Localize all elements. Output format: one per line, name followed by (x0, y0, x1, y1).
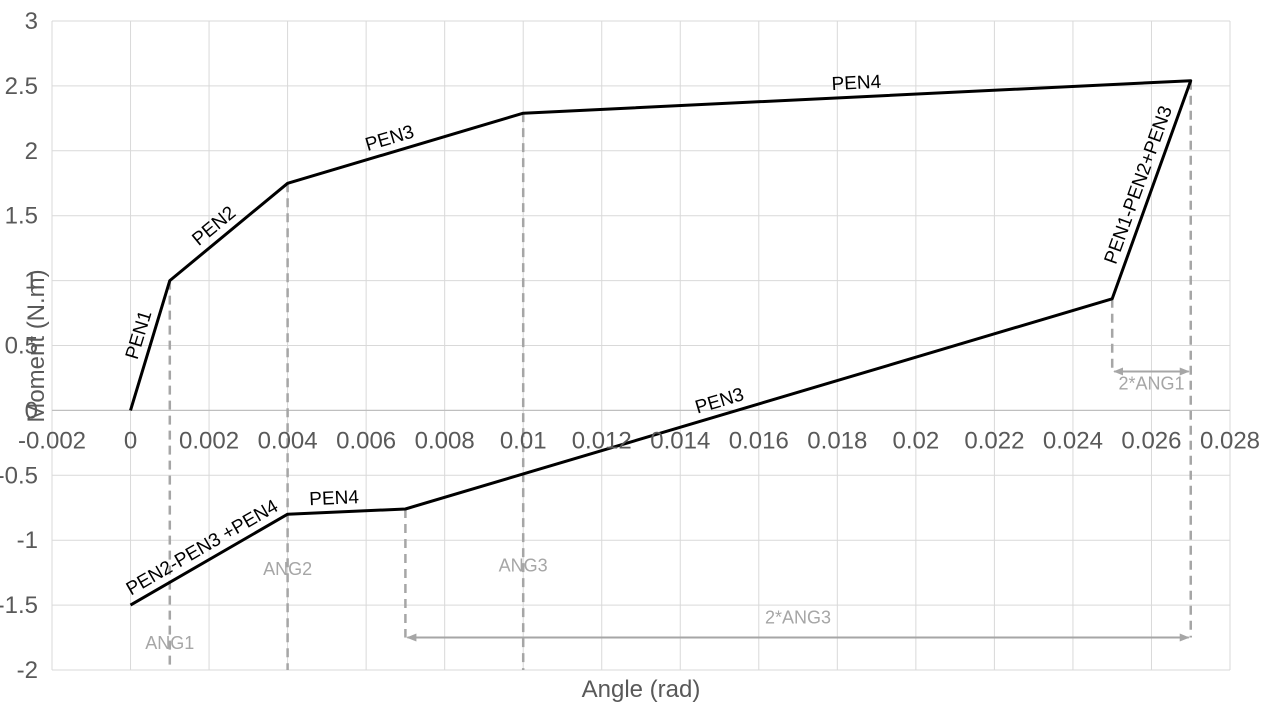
x-tick-label: 0.01 (500, 427, 547, 454)
y-tick-label: 3 (25, 8, 38, 35)
tick-labels: -0.002 0 0.002 0.004 0.006 0.008 0.01 0.012 0.01… (0, 8, 1260, 684)
x-tick-label: 0.02 (893, 427, 940, 454)
y-axis-title: Moment (N.m) (23, 269, 50, 422)
x-tick-label: 0.028 (1200, 427, 1260, 454)
y-tick-label: 0.5 (5, 333, 38, 360)
y-tick-label: -1.5 (0, 592, 38, 619)
annotation-label: 2*ANG1 (1118, 374, 1184, 394)
x-tick-label: 0.008 (415, 427, 475, 454)
x-tick-label: 0.018 (807, 427, 867, 454)
series-line (129, 79, 1193, 607)
y-tick-label: 2.5 (5, 73, 38, 100)
annotation-label: ANG1 (145, 633, 194, 653)
x-tick-label: 0 (124, 427, 137, 454)
segment-label: PEN1-PEN2+PEN3 (1101, 103, 1177, 267)
x-tick-label: 0.024 (1043, 427, 1103, 454)
annotation-label: 2*ANG3 (765, 607, 831, 627)
x-tick-label: -0.002 (18, 427, 86, 454)
reference-lines: ANG1 ANG2 ANG3 2*ANG3 2*ANG1 (145, 80, 1192, 670)
annotation-label: ANG3 (499, 555, 548, 575)
y-tick-label: 1 (25, 268, 38, 295)
annotation-label: ANG2 (263, 559, 312, 579)
x-tick-label: 0.012 (572, 427, 632, 454)
y-tick-label: -0.5 (0, 462, 38, 489)
hysteresis-curve (129, 79, 1193, 607)
y-tick-label: -2 (17, 657, 38, 684)
y-tick-label: 2 (25, 138, 38, 165)
y-tick-label: -1 (17, 527, 38, 554)
x-tick-label: 0.022 (964, 427, 1024, 454)
segment-label: PEN4 (309, 487, 360, 510)
x-tick-label: 0.014 (650, 427, 710, 454)
x-tick-label: 0.006 (336, 427, 396, 454)
segment-label: PEN4 (831, 72, 882, 95)
x-tick-label: 0.002 (179, 427, 239, 454)
segment-label: PEN2-PEN3 +PEN4 (123, 496, 282, 600)
segment-label: PEN1 (122, 308, 156, 362)
y-tick-label: 1.5 (5, 203, 38, 230)
gridlines (51, 20, 1231, 671)
x-tick-label: 0.026 (1121, 427, 1181, 454)
x-axis-title: Angle (rad) (582, 676, 701, 703)
x-tick-label: 0.016 (729, 427, 789, 454)
x-tick-label: 0.004 (258, 427, 318, 454)
segment-label: PEN3 (693, 384, 747, 418)
y-tick-label: 0 (25, 397, 38, 424)
